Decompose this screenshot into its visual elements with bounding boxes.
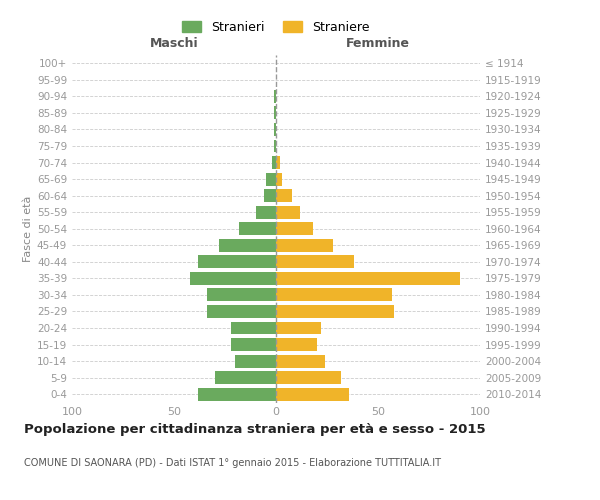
Bar [199, 388, 276, 400]
Text: COMUNE DI SAONARA (PD) - Dati ISTAT 1° gennaio 2015 - Elaborazione TUTTITALIA.IT: COMUNE DI SAONARA (PD) - Dati ISTAT 1° g… [24, 458, 441, 468]
Bar [276, 388, 349, 400]
Bar [276, 172, 282, 186]
Y-axis label: Fasce di età: Fasce di età [23, 196, 33, 262]
Bar [274, 90, 276, 103]
Bar [276, 206, 301, 218]
Bar [274, 106, 276, 120]
Bar [231, 338, 276, 351]
Legend: Stranieri, Straniere: Stranieri, Straniere [178, 16, 374, 39]
Bar [219, 239, 276, 252]
Bar [239, 222, 276, 235]
Bar [206, 288, 276, 302]
Bar [276, 272, 460, 285]
Bar [276, 222, 313, 235]
Text: Femmine: Femmine [346, 37, 410, 50]
Bar [190, 272, 276, 285]
Bar [274, 140, 276, 152]
Bar [276, 354, 325, 368]
Bar [276, 239, 333, 252]
Bar [276, 371, 341, 384]
Bar [276, 189, 292, 202]
Bar [199, 256, 276, 268]
Bar [274, 123, 276, 136]
Bar [276, 322, 321, 334]
Text: Maschi: Maschi [149, 37, 199, 50]
Bar [276, 156, 280, 169]
Bar [266, 172, 276, 186]
Bar [276, 338, 317, 351]
Bar [206, 305, 276, 318]
Bar [231, 322, 276, 334]
Bar [215, 371, 276, 384]
Bar [276, 256, 353, 268]
Bar [276, 305, 394, 318]
Text: Popolazione per cittadinanza straniera per età e sesso - 2015: Popolazione per cittadinanza straniera p… [24, 422, 485, 436]
Bar [276, 288, 392, 302]
Bar [235, 354, 276, 368]
Bar [272, 156, 276, 169]
Bar [264, 189, 276, 202]
Bar [256, 206, 276, 218]
